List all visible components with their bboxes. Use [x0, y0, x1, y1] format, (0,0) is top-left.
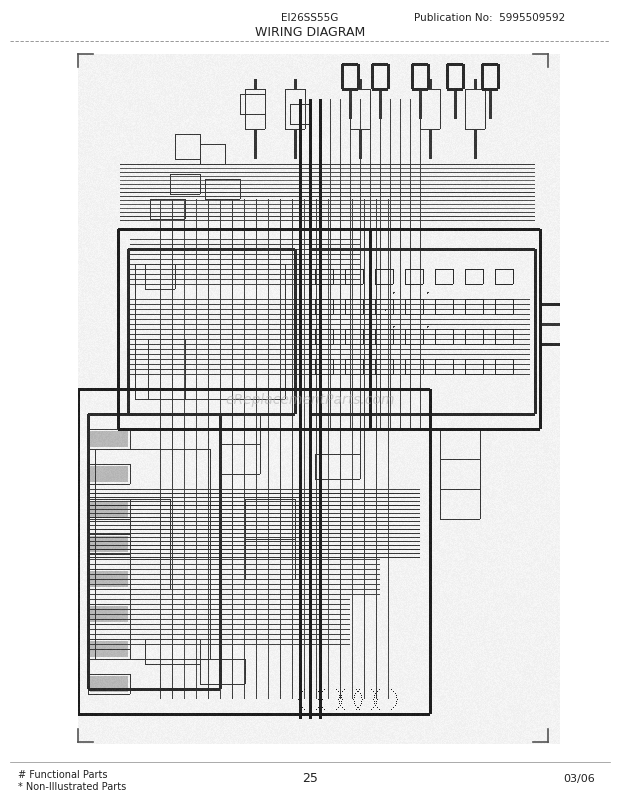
- Text: Publication No:  5995509592: Publication No: 5995509592: [414, 13, 565, 23]
- Text: WIRING DIAGRAM: WIRING DIAGRAM: [255, 26, 365, 38]
- Text: # Functional Parts: # Functional Parts: [18, 769, 107, 779]
- Text: * Non-Illustrated Parts: * Non-Illustrated Parts: [18, 781, 126, 791]
- Text: EI26SS55G: EI26SS55G: [281, 13, 339, 23]
- Text: 03/06: 03/06: [563, 773, 595, 783]
- Text: 25: 25: [302, 772, 318, 784]
- Text: eReplacementParts.com: eReplacementParts.com: [225, 392, 395, 407]
